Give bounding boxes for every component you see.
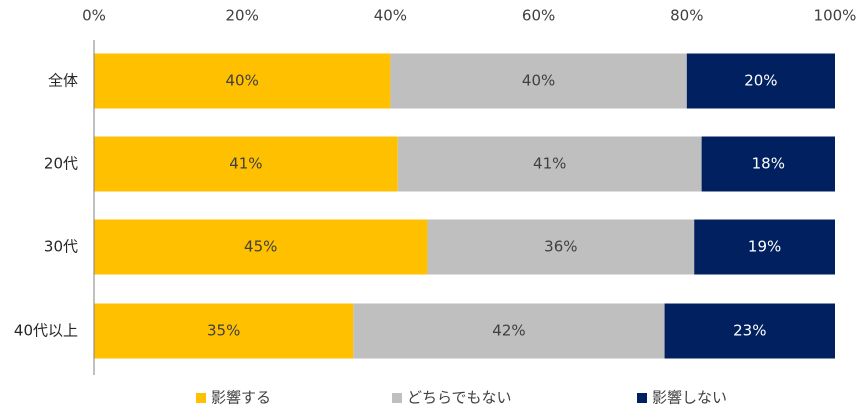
legend-swatch — [392, 393, 402, 403]
x-tick-label: 80% — [670, 7, 703, 25]
x-tick-label: 60% — [522, 7, 555, 25]
data-label: 19% — [748, 238, 781, 256]
bar-segment — [94, 219, 428, 275]
x-tick-label: 40% — [374, 7, 407, 25]
x-tick-label: 100% — [814, 7, 857, 25]
legend: 影響する どちらでもない 影響しない — [196, 389, 727, 407]
category-label: 30代 — [44, 238, 78, 256]
category-label: 40代以上 — [14, 322, 78, 340]
category-label: 全体 — [48, 72, 78, 90]
bars: 40% 40% 20% 41% 41% 18% 45% 36% 19% 35% 42% 23% — [94, 53, 835, 359]
bar-segment — [397, 136, 702, 192]
data-label: 45% — [244, 238, 277, 256]
data-label: 36% — [544, 238, 577, 256]
bar-segment — [94, 303, 354, 359]
legend-swatch — [196, 393, 206, 403]
data-label: 18% — [752, 155, 785, 173]
data-label: 23% — [733, 322, 766, 340]
data-label: 40% — [522, 72, 555, 90]
bar-segment — [427, 219, 695, 275]
bar-segment — [664, 303, 835, 359]
x-axis-ticks: 0% 20% 40% 60% 80% 100% — [82, 7, 856, 25]
legend-swatch — [637, 393, 647, 403]
data-label: 20% — [744, 72, 777, 90]
legend-label: 影響する — [211, 389, 271, 407]
category-label: 20代 — [44, 155, 78, 173]
bar-segment — [694, 219, 835, 275]
bar-segment — [94, 136, 398, 192]
bar-segment — [353, 303, 665, 359]
legend-label: どちらでもない — [407, 389, 512, 407]
legend-label: 影響しない — [652, 389, 727, 407]
x-tick-label: 0% — [82, 7, 106, 25]
bar-segment — [701, 136, 835, 192]
bar-segment — [686, 53, 835, 109]
bar-segment — [94, 53, 391, 109]
data-label: 35% — [207, 322, 240, 340]
data-label: 40% — [226, 72, 259, 90]
data-label: 41% — [533, 155, 566, 173]
data-label: 41% — [229, 155, 262, 173]
x-tick-label: 20% — [226, 7, 259, 25]
category-labels: 全体 20代 30代 40代以上 — [14, 72, 78, 340]
bar-segment — [390, 53, 687, 109]
data-label: 42% — [492, 322, 525, 340]
